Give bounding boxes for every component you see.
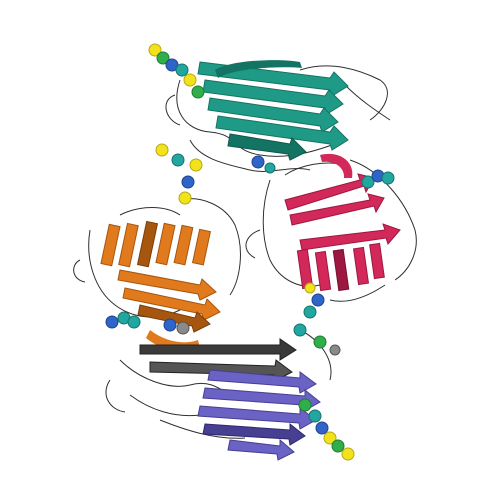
glycan-sphere: [156, 51, 170, 65]
teal-strand-4: [215, 115, 349, 151]
orange-strand-6: [191, 228, 211, 266]
chain-teal: [165, 60, 391, 172]
teal-strands: [197, 60, 349, 161]
orange-strand-8: [122, 287, 221, 321]
glycan-mid-right: [293, 282, 341, 356]
violet-strand-2: [202, 387, 321, 412]
glycan-sphere: [341, 447, 355, 461]
violet-strand-5: [227, 438, 295, 461]
glycan-sphere: [311, 293, 325, 307]
glycan-sphere: [298, 398, 312, 412]
glycan-sphere: [313, 335, 327, 349]
crimson-loop: [320, 153, 353, 178]
orange-strand-1: [100, 223, 121, 267]
crimson-strand-7: [352, 246, 370, 286]
glycan-right: [361, 169, 395, 189]
crimson-strand-5: [314, 250, 332, 292]
teal-strand-3: [207, 97, 339, 133]
orange-strand-2: [118, 222, 139, 268]
glycan-sphere: [148, 43, 162, 57]
orange-strand-9: [137, 304, 211, 333]
glycan-sphere: [251, 155, 265, 169]
orange-strand-5: [173, 224, 194, 266]
crimson-strand-3: [299, 223, 401, 251]
glycan-sphere: [181, 175, 195, 189]
glycan-sphere: [304, 282, 316, 294]
glycan-sphere: [329, 344, 341, 356]
glycan-sphere: [361, 175, 375, 189]
chain-orange: [73, 198, 241, 351]
glycan-sphere: [331, 439, 345, 453]
glycan-sphere: [155, 143, 169, 157]
crimson-strand-8: [369, 242, 385, 280]
glycan-sphere: [171, 153, 185, 167]
crimson-strand-2: [289, 193, 385, 226]
orange-strand-7: [117, 269, 217, 301]
glycan-sphere: [308, 409, 322, 423]
glycan-sphere: [176, 321, 190, 335]
orange-strand-3: [136, 220, 159, 268]
glycan-mid-left: [105, 311, 190, 335]
glycan-sphere: [105, 315, 119, 329]
crimson-strand-6: [332, 248, 350, 292]
gray-strand-1: [139, 338, 297, 361]
violet-strands: [139, 338, 321, 461]
crimson-coil: [245, 159, 417, 302]
violet-strand-4: [202, 422, 306, 446]
teal-strand-5: [227, 133, 307, 161]
glycan-sphere: [381, 171, 395, 185]
glycan-sphere: [315, 421, 329, 435]
glycan-sphere: [323, 431, 337, 445]
glycan-bottom-right: [298, 398, 355, 461]
chain-crimson: [245, 153, 417, 302]
orange-strand-4: [155, 222, 176, 266]
chain-violet: [105, 329, 332, 461]
glycan-sphere: [293, 323, 307, 337]
glycan-sphere: [163, 318, 177, 332]
glycan-sphere: [303, 305, 317, 319]
orange-strands: [100, 220, 221, 351]
glycan-sphere: [264, 162, 276, 174]
glycan-sphere: [189, 158, 203, 172]
glycan-top-right-small: [251, 155, 276, 174]
violet-strand-3: [197, 405, 317, 430]
glycan-sphere: [191, 85, 205, 99]
glycan-sphere: [183, 73, 197, 87]
violet-strand-1: [207, 369, 317, 394]
glycan-middle-left: [155, 143, 203, 205]
glycan-sphere: [127, 315, 141, 329]
glycan-top-left: [148, 43, 205, 99]
crimson-strands: [284, 153, 401, 292]
glycan-sphere: [178, 191, 192, 205]
glycan-sphere: [175, 63, 189, 77]
teal-strand-6: [215, 60, 302, 78]
teal-strand-2: [202, 79, 344, 115]
